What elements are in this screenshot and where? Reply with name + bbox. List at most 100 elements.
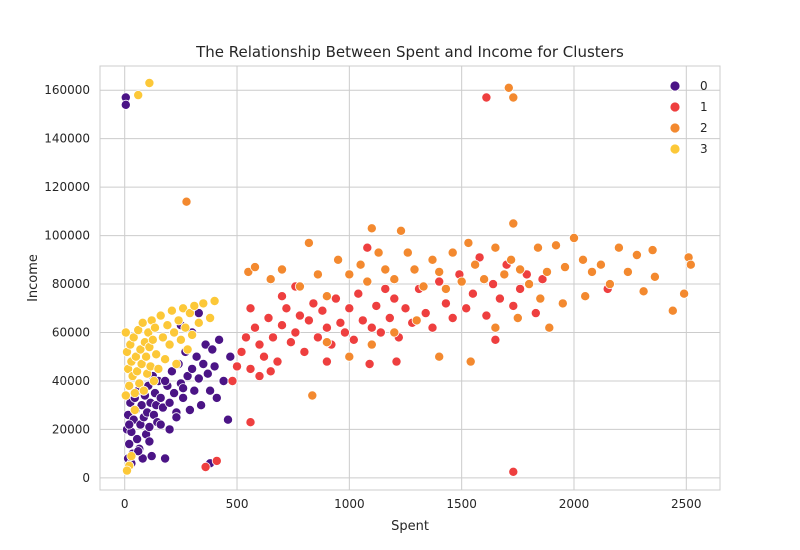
data-point: [272, 356, 283, 367]
data-point: [189, 385, 200, 396]
legend-marker: [669, 101, 681, 113]
data-point: [218, 375, 229, 386]
data-point: [254, 339, 265, 350]
data-point: [389, 327, 400, 338]
data-point: [281, 303, 292, 314]
data-point: [299, 346, 310, 357]
data-point: [209, 361, 220, 372]
data-point: [647, 245, 658, 256]
data-point: [148, 375, 159, 386]
data-point: [181, 196, 192, 207]
data-point: [173, 315, 184, 326]
data-point: [440, 298, 451, 309]
data-point: [143, 327, 154, 338]
data-point: [353, 288, 364, 299]
x-tick-label: 2000: [559, 497, 590, 511]
data-point: [638, 286, 649, 297]
data-point: [362, 242, 373, 253]
data-point: [551, 240, 562, 251]
y-tick-label: 20000: [52, 422, 90, 436]
data-point: [366, 223, 377, 234]
data-point: [189, 300, 200, 311]
data-point: [569, 232, 580, 243]
data-point: [537, 274, 548, 285]
data-point: [335, 317, 346, 328]
data-point: [530, 308, 541, 319]
data-point: [129, 388, 140, 399]
series-1: [200, 92, 613, 477]
legend-label: 2: [700, 121, 708, 135]
data-point: [276, 291, 287, 302]
legend-item: 2: [669, 121, 708, 135]
data-point: [245, 363, 256, 374]
y-axis-ticks: 0 20000 40000 60000 80000 100000 120000 140000 1…: [44, 83, 90, 485]
data-point: [133, 446, 144, 457]
data-point: [490, 322, 501, 333]
data-point: [157, 332, 168, 343]
data-point: [193, 373, 204, 384]
data-point: [321, 356, 332, 367]
data-point: [366, 339, 377, 350]
data-point: [427, 322, 438, 333]
data-point: [202, 368, 213, 379]
data-point: [162, 320, 173, 331]
x-tick-label: 1500: [446, 497, 477, 511]
data-point: [312, 269, 323, 280]
x-tick-label: 1000: [334, 497, 365, 511]
data-point: [171, 358, 182, 369]
data-point: [144, 78, 155, 89]
data-point: [240, 332, 251, 343]
y-tick-label: 100000: [44, 229, 90, 243]
data-point: [333, 254, 344, 265]
data-point: [222, 414, 233, 425]
data-point: [133, 90, 144, 101]
data-point: [178, 392, 189, 403]
data-point: [290, 327, 301, 338]
data-point: [132, 434, 143, 445]
data-point: [395, 225, 406, 236]
data-point: [303, 237, 314, 248]
data-point: [524, 279, 535, 290]
data-point: [198, 358, 209, 369]
data-point: [205, 312, 216, 323]
data-point: [184, 404, 195, 415]
data-point: [490, 242, 501, 253]
data-point: [344, 269, 355, 280]
data-point: [503, 82, 514, 93]
y-tick-label: 40000: [52, 374, 90, 388]
data-point: [169, 388, 180, 399]
legend-item: 0: [669, 79, 708, 93]
data-point: [508, 92, 519, 103]
data-point: [200, 339, 211, 350]
plot-background: [99, 65, 721, 491]
data-point: [124, 380, 135, 391]
data-point: [622, 266, 633, 277]
y-tick-label: 160000: [44, 83, 90, 97]
data-point: [146, 451, 157, 462]
x-tick-label: 2500: [671, 497, 702, 511]
data-point: [128, 332, 139, 343]
data-point: [265, 366, 276, 377]
data-point: [447, 312, 458, 323]
data-point: [400, 303, 411, 314]
data-point: [120, 327, 131, 338]
data-point: [533, 242, 544, 253]
data-point: [211, 392, 222, 403]
data-point: [467, 288, 478, 299]
data-point: [182, 344, 193, 355]
data-point: [187, 363, 198, 374]
data-point: [544, 322, 555, 333]
data-point: [147, 334, 158, 345]
data-point: [294, 281, 305, 292]
data-point: [126, 451, 137, 462]
data-point: [178, 383, 189, 394]
data-point: [508, 218, 519, 229]
data-point: [521, 269, 532, 280]
data-point: [481, 92, 492, 103]
data-point: [231, 361, 242, 372]
x-tick-label: 500: [226, 497, 249, 511]
data-point: [171, 412, 182, 423]
data-point: [580, 291, 591, 302]
data-point: [587, 266, 598, 277]
